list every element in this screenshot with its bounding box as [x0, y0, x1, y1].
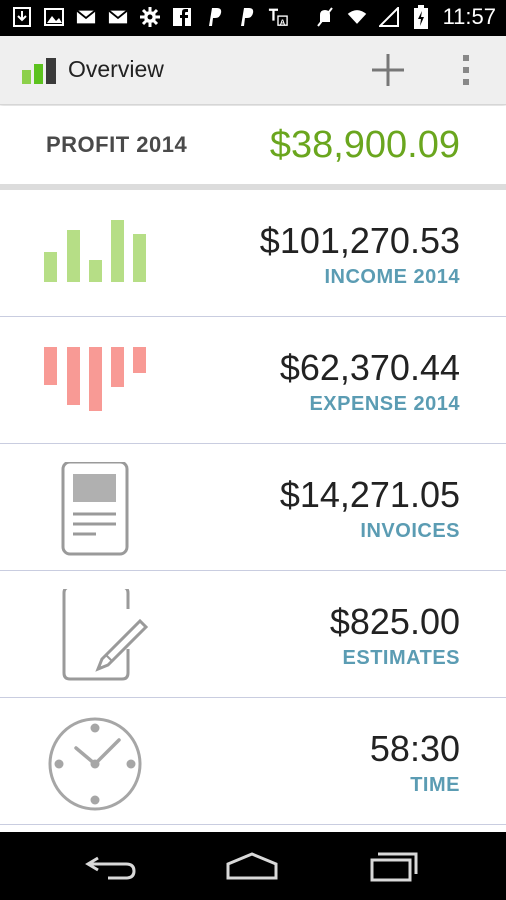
overflow-menu-button[interactable]	[452, 50, 480, 90]
system-nav-bar	[0, 832, 506, 900]
facebook-icon	[172, 6, 192, 28]
time-row[interactable]: 58:30 TIME	[0, 698, 506, 825]
status-bar: A 11:57	[0, 0, 506, 36]
battery-icon	[411, 5, 431, 29]
income-row[interactable]: $101,270.53 INCOME 2014	[0, 190, 506, 317]
home-button[interactable]	[222, 850, 282, 882]
back-button[interactable]	[82, 850, 142, 882]
income-bars-icon	[40, 208, 150, 304]
profit-value: $38,900.09	[269, 124, 460, 166]
download-icon	[12, 6, 32, 28]
expense-row[interactable]: $62,370.44 EXPENSE 2014	[0, 317, 506, 444]
back-icon	[85, 856, 136, 880]
image-icon	[44, 6, 64, 28]
overflow-menu-icon	[463, 55, 469, 85]
wifi-icon	[347, 6, 367, 28]
expense-bars-icon	[40, 335, 150, 431]
paypal-icon	[236, 6, 256, 28]
app-bar: Overview	[0, 36, 506, 105]
estimates-value: $825.00	[329, 601, 460, 642]
invoices-label: INVOICES	[360, 520, 460, 542]
profit-summary[interactable]: PROFIT 2014 $38,900.09	[0, 106, 506, 184]
estimates-label: ESTIMATES	[342, 647, 460, 669]
time-label: TIME	[410, 774, 460, 796]
signal-icon	[378, 6, 399, 28]
invoices-value: $14,271.05	[279, 474, 460, 515]
notification-icons: A	[12, 6, 288, 28]
invoice-document-icon	[40, 460, 150, 558]
translate-icon: A	[268, 6, 288, 28]
expense-value: $62,370.44	[279, 347, 460, 388]
status-icons-right: 11:57	[315, 4, 496, 30]
app-logo-icon[interactable]	[22, 58, 56, 84]
expense-label: EXPENSE 2014	[309, 393, 460, 415]
recent-apps-button[interactable]	[364, 850, 424, 882]
svg-text:A: A	[280, 17, 286, 26]
mute-icon	[315, 6, 335, 28]
clock-time: 11:57	[442, 4, 496, 29]
paypal-icon	[204, 6, 224, 28]
profit-label: PROFIT 2014	[46, 132, 188, 157]
settings-icon	[140, 6, 160, 28]
estimates-row[interactable]: $825.00 ESTIMATES	[0, 571, 506, 698]
clock-icon	[40, 716, 150, 812]
add-icon	[372, 54, 404, 86]
home-icon	[226, 852, 278, 880]
invoices-row[interactable]: $14,271.05 INVOICES	[0, 444, 506, 571]
gmail-icon	[76, 6, 96, 28]
income-label: INCOME 2014	[324, 266, 460, 288]
recent-apps-icon	[370, 852, 418, 882]
add-button[interactable]	[366, 48, 410, 92]
income-value: $101,270.53	[259, 220, 460, 261]
time-value: 58:30	[369, 728, 460, 769]
gmail-icon	[108, 6, 128, 28]
estimate-pencil-icon	[40, 585, 150, 685]
page-title: Overview	[68, 56, 164, 82]
divider	[0, 184, 506, 190]
